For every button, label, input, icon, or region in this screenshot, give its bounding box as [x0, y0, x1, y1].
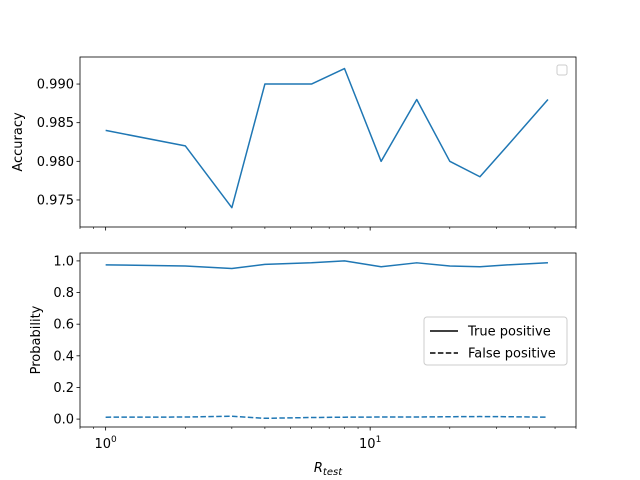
accuracy-legend-box [556, 64, 568, 76]
probability-plot-frame [79, 252, 577, 428]
probability-xtick-label: 100 [94, 435, 117, 452]
probability-ytick-label: 1.0 [53, 254, 74, 269]
accuracy-plot-frame [79, 56, 577, 228]
probability-ylabel: Probability [29, 305, 44, 374]
probability-ytick-label: 0.2 [53, 381, 74, 396]
false-positive-series-line [105, 415, 548, 420]
accuracy-panel: 0.975 0.980 0.985 0.990 Accuracy [11, 56, 577, 231]
legend-true-positive-label: True positive [467, 325, 551, 340]
probability-ytick-label: 0.0 [53, 413, 74, 428]
probability-ytick-label: 0.8 [53, 286, 74, 301]
accuracy-ylabel: Accuracy [11, 112, 26, 172]
probability-xtick-label: 101 [359, 435, 381, 452]
probability-ytick-label: 0.4 [53, 349, 74, 364]
accuracy-ytick-label: 0.985 [37, 116, 74, 131]
probability-panel: 0.0 0.2 0.4 0.6 0.8 1.0 100 101 Probability Rtest… [29, 252, 577, 478]
legend-box [423, 316, 568, 366]
legend-false-positive-label: False positive [468, 347, 556, 362]
true-positive-series-line [105, 260, 548, 270]
probability-ytick-label: 0.6 [53, 318, 74, 333]
accuracy-ytick-label: 0.990 [37, 78, 74, 93]
accuracy-ytick-label: 0.980 [37, 155, 74, 170]
accuracy-series-line [105, 67, 549, 209]
accuracy-ytick-label: 0.975 [37, 193, 74, 208]
probability-legend: True positive False positive [423, 316, 568, 366]
probability-xlabel: Rtest [314, 461, 343, 478]
